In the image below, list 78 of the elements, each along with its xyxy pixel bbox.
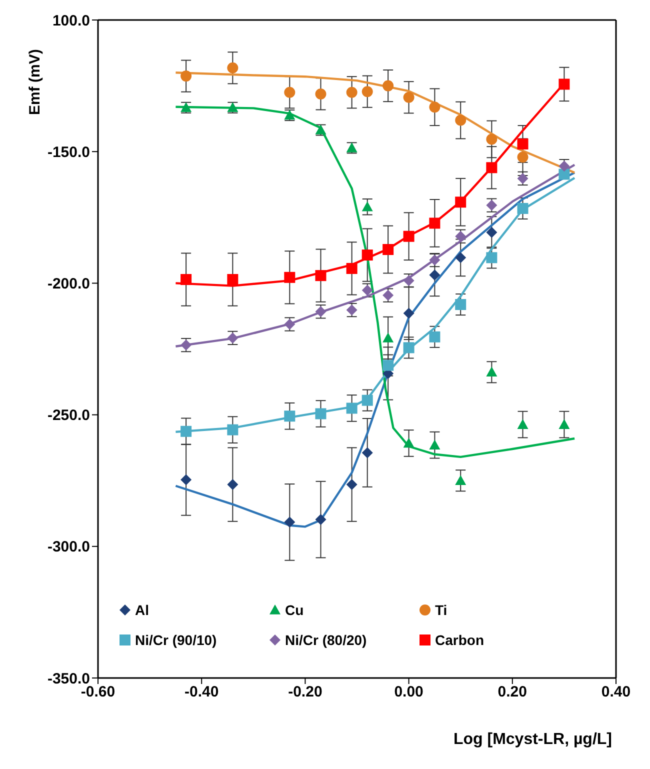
point bbox=[362, 447, 373, 458]
point bbox=[346, 262, 358, 274]
point bbox=[227, 424, 238, 436]
point bbox=[558, 419, 570, 429]
legend-label: Carbon bbox=[435, 632, 484, 648]
point bbox=[558, 168, 570, 180]
point bbox=[486, 366, 498, 377]
point bbox=[315, 408, 326, 420]
legend-label: Ni/Cr (80/20) bbox=[285, 632, 367, 648]
line-series bbox=[174, 164, 576, 348]
point bbox=[455, 299, 466, 310]
point bbox=[315, 270, 326, 282]
x-tick-label: -0.20 bbox=[288, 684, 322, 701]
x-tick-label: 0.00 bbox=[394, 684, 424, 701]
point bbox=[346, 402, 358, 414]
point bbox=[429, 331, 440, 342]
y-tick-label: -250.0 bbox=[47, 407, 90, 424]
point bbox=[558, 78, 570, 90]
point bbox=[315, 88, 326, 100]
point bbox=[180, 426, 192, 437]
point bbox=[362, 201, 373, 212]
point bbox=[517, 202, 528, 214]
point bbox=[346, 86, 358, 98]
x-tick-label: -0.40 bbox=[184, 684, 219, 701]
point bbox=[362, 394, 373, 406]
point bbox=[382, 80, 394, 92]
point bbox=[227, 479, 238, 490]
line-series bbox=[174, 172, 576, 528]
point bbox=[455, 196, 466, 208]
legend-label: Cu bbox=[285, 602, 304, 618]
x-tick-label: 0.20 bbox=[498, 684, 527, 701]
point bbox=[315, 514, 326, 526]
point bbox=[403, 308, 414, 319]
point bbox=[429, 218, 440, 229]
point bbox=[284, 272, 296, 283]
point bbox=[284, 410, 296, 422]
point bbox=[346, 479, 358, 490]
point bbox=[180, 274, 192, 286]
y-tick-label: 100.0 bbox=[52, 12, 90, 30]
legend-label: Al bbox=[135, 602, 149, 618]
point bbox=[180, 70, 192, 82]
point bbox=[429, 440, 440, 450]
point bbox=[382, 244, 394, 256]
x-tick-label: 0.40 bbox=[601, 684, 631, 701]
point bbox=[382, 360, 394, 371]
point bbox=[429, 102, 440, 113]
point bbox=[403, 438, 414, 448]
point bbox=[382, 332, 394, 342]
point bbox=[403, 342, 414, 354]
point bbox=[403, 92, 414, 103]
point bbox=[517, 138, 528, 150]
point bbox=[180, 474, 192, 486]
point bbox=[227, 62, 238, 74]
point bbox=[455, 114, 466, 126]
point bbox=[486, 226, 498, 238]
point bbox=[227, 274, 238, 286]
point bbox=[284, 516, 296, 528]
line-series bbox=[174, 106, 576, 458]
y-tick-label: -150.0 bbox=[47, 144, 90, 161]
point bbox=[486, 252, 498, 264]
point bbox=[284, 86, 296, 98]
point bbox=[455, 252, 466, 264]
point bbox=[362, 86, 373, 98]
legend-label: Ti bbox=[435, 602, 448, 618]
point bbox=[517, 152, 528, 163]
legend-label: Ni/Cr (90/10) bbox=[135, 632, 217, 648]
y-tick-label: -300.0 bbox=[47, 538, 90, 556]
point bbox=[429, 270, 440, 281]
point bbox=[486, 134, 498, 145]
y-axis-title: Emf (mV) bbox=[26, 49, 44, 115]
point bbox=[486, 162, 498, 174]
point bbox=[455, 475, 466, 485]
point bbox=[362, 250, 373, 261]
x-axis-title: Log [Mcyst-LR, µg/L] bbox=[453, 731, 612, 748]
y-tick-label: -200.0 bbox=[47, 276, 90, 293]
point bbox=[517, 419, 528, 429]
line-series bbox=[174, 72, 576, 174]
point bbox=[403, 230, 414, 242]
